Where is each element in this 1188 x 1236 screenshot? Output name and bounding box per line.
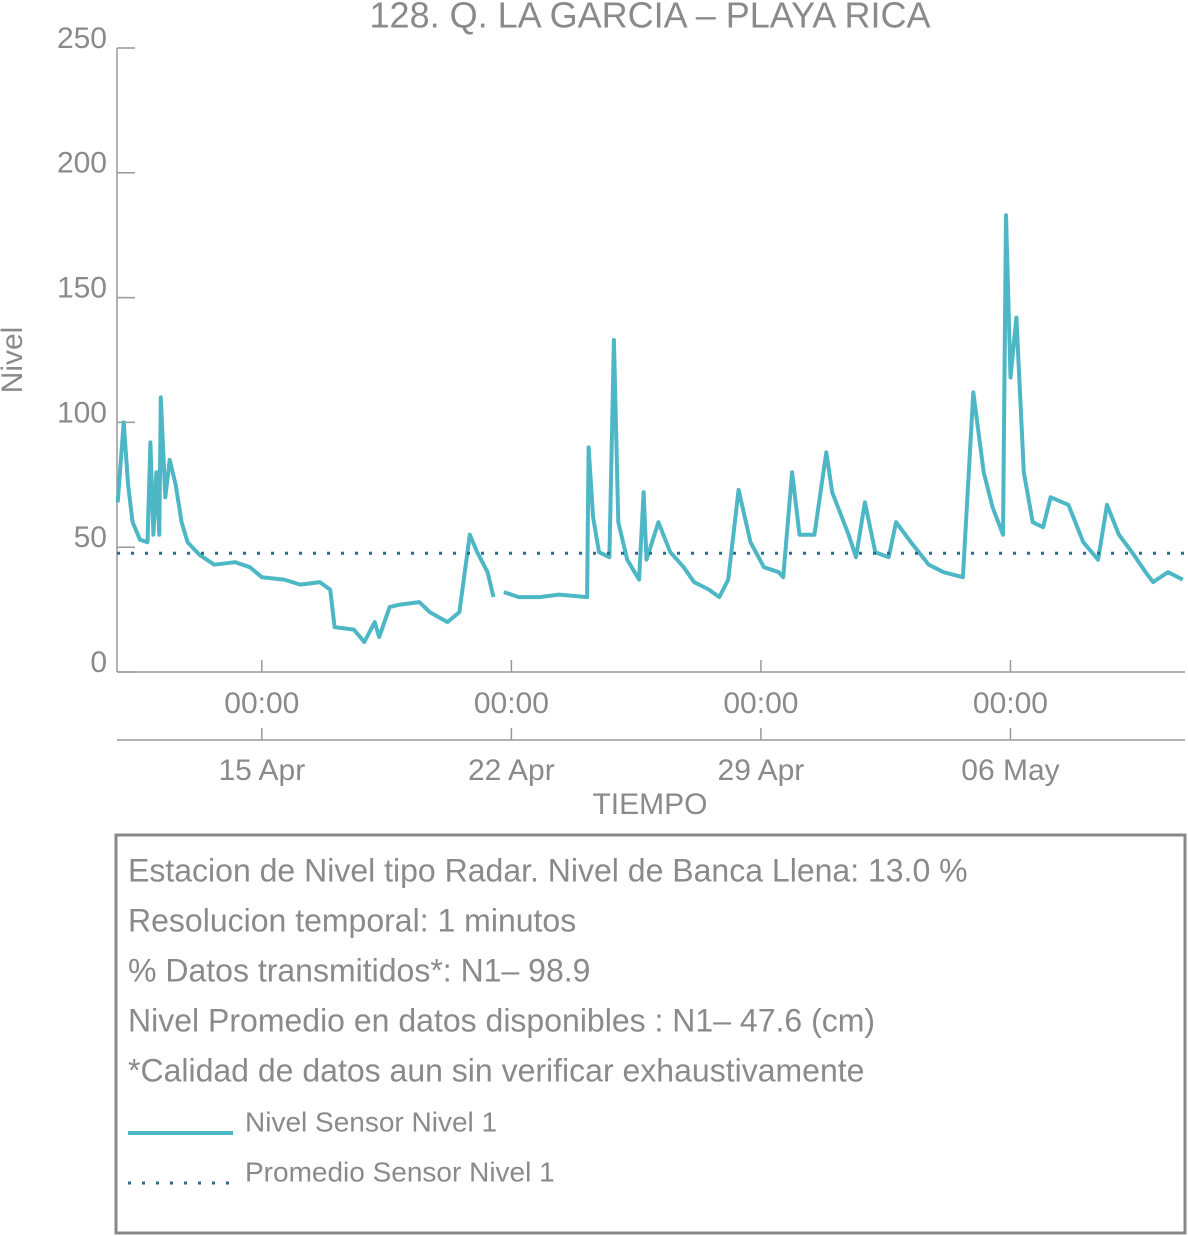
info-line: % Datos transmitidos*: N1– 98.9 xyxy=(128,952,590,988)
info-line: *Calidad de datos aun sin verificar exha… xyxy=(128,1052,864,1088)
info-line: Estacion de Nivel tipo Radar. Nivel de B… xyxy=(128,852,968,888)
x-date-label: 15 Apr xyxy=(218,754,305,787)
y-tick-label: 0 xyxy=(90,646,107,679)
y-tick-label: 150 xyxy=(57,272,107,305)
x-date-label: 06 May xyxy=(961,754,1059,787)
y-tick-label: 50 xyxy=(74,521,107,554)
x-tick-label: 00:00 xyxy=(224,687,299,720)
y-tick-label: 100 xyxy=(57,396,107,429)
x-tick-label: 00:00 xyxy=(474,687,549,720)
legend-label: Promedio Sensor Nivel 1 xyxy=(245,1156,555,1187)
info-line: Resolucion temporal: 1 minutos xyxy=(128,902,576,938)
x-axis-label: TIEMPO xyxy=(592,788,707,821)
y-tick-label: 250 xyxy=(57,22,107,55)
y-tick-label: 200 xyxy=(57,147,107,180)
info-box xyxy=(114,833,1187,1235)
x-date-label: 22 Apr xyxy=(468,754,555,787)
x-tick-label: 00:00 xyxy=(723,687,798,720)
x-date-label: 29 Apr xyxy=(718,754,805,787)
legend-label: Nivel Sensor Nivel 1 xyxy=(245,1106,497,1137)
info-line: Nivel Promedio en datos disponibles : N1… xyxy=(128,1002,875,1038)
level-line xyxy=(115,213,1184,644)
x-tick-label: 00:00 xyxy=(973,687,1048,720)
chart-title: 128. Q. LA GARCIA – PLAYA RICA xyxy=(370,0,931,36)
y-axis-label: Nivel xyxy=(0,327,29,394)
